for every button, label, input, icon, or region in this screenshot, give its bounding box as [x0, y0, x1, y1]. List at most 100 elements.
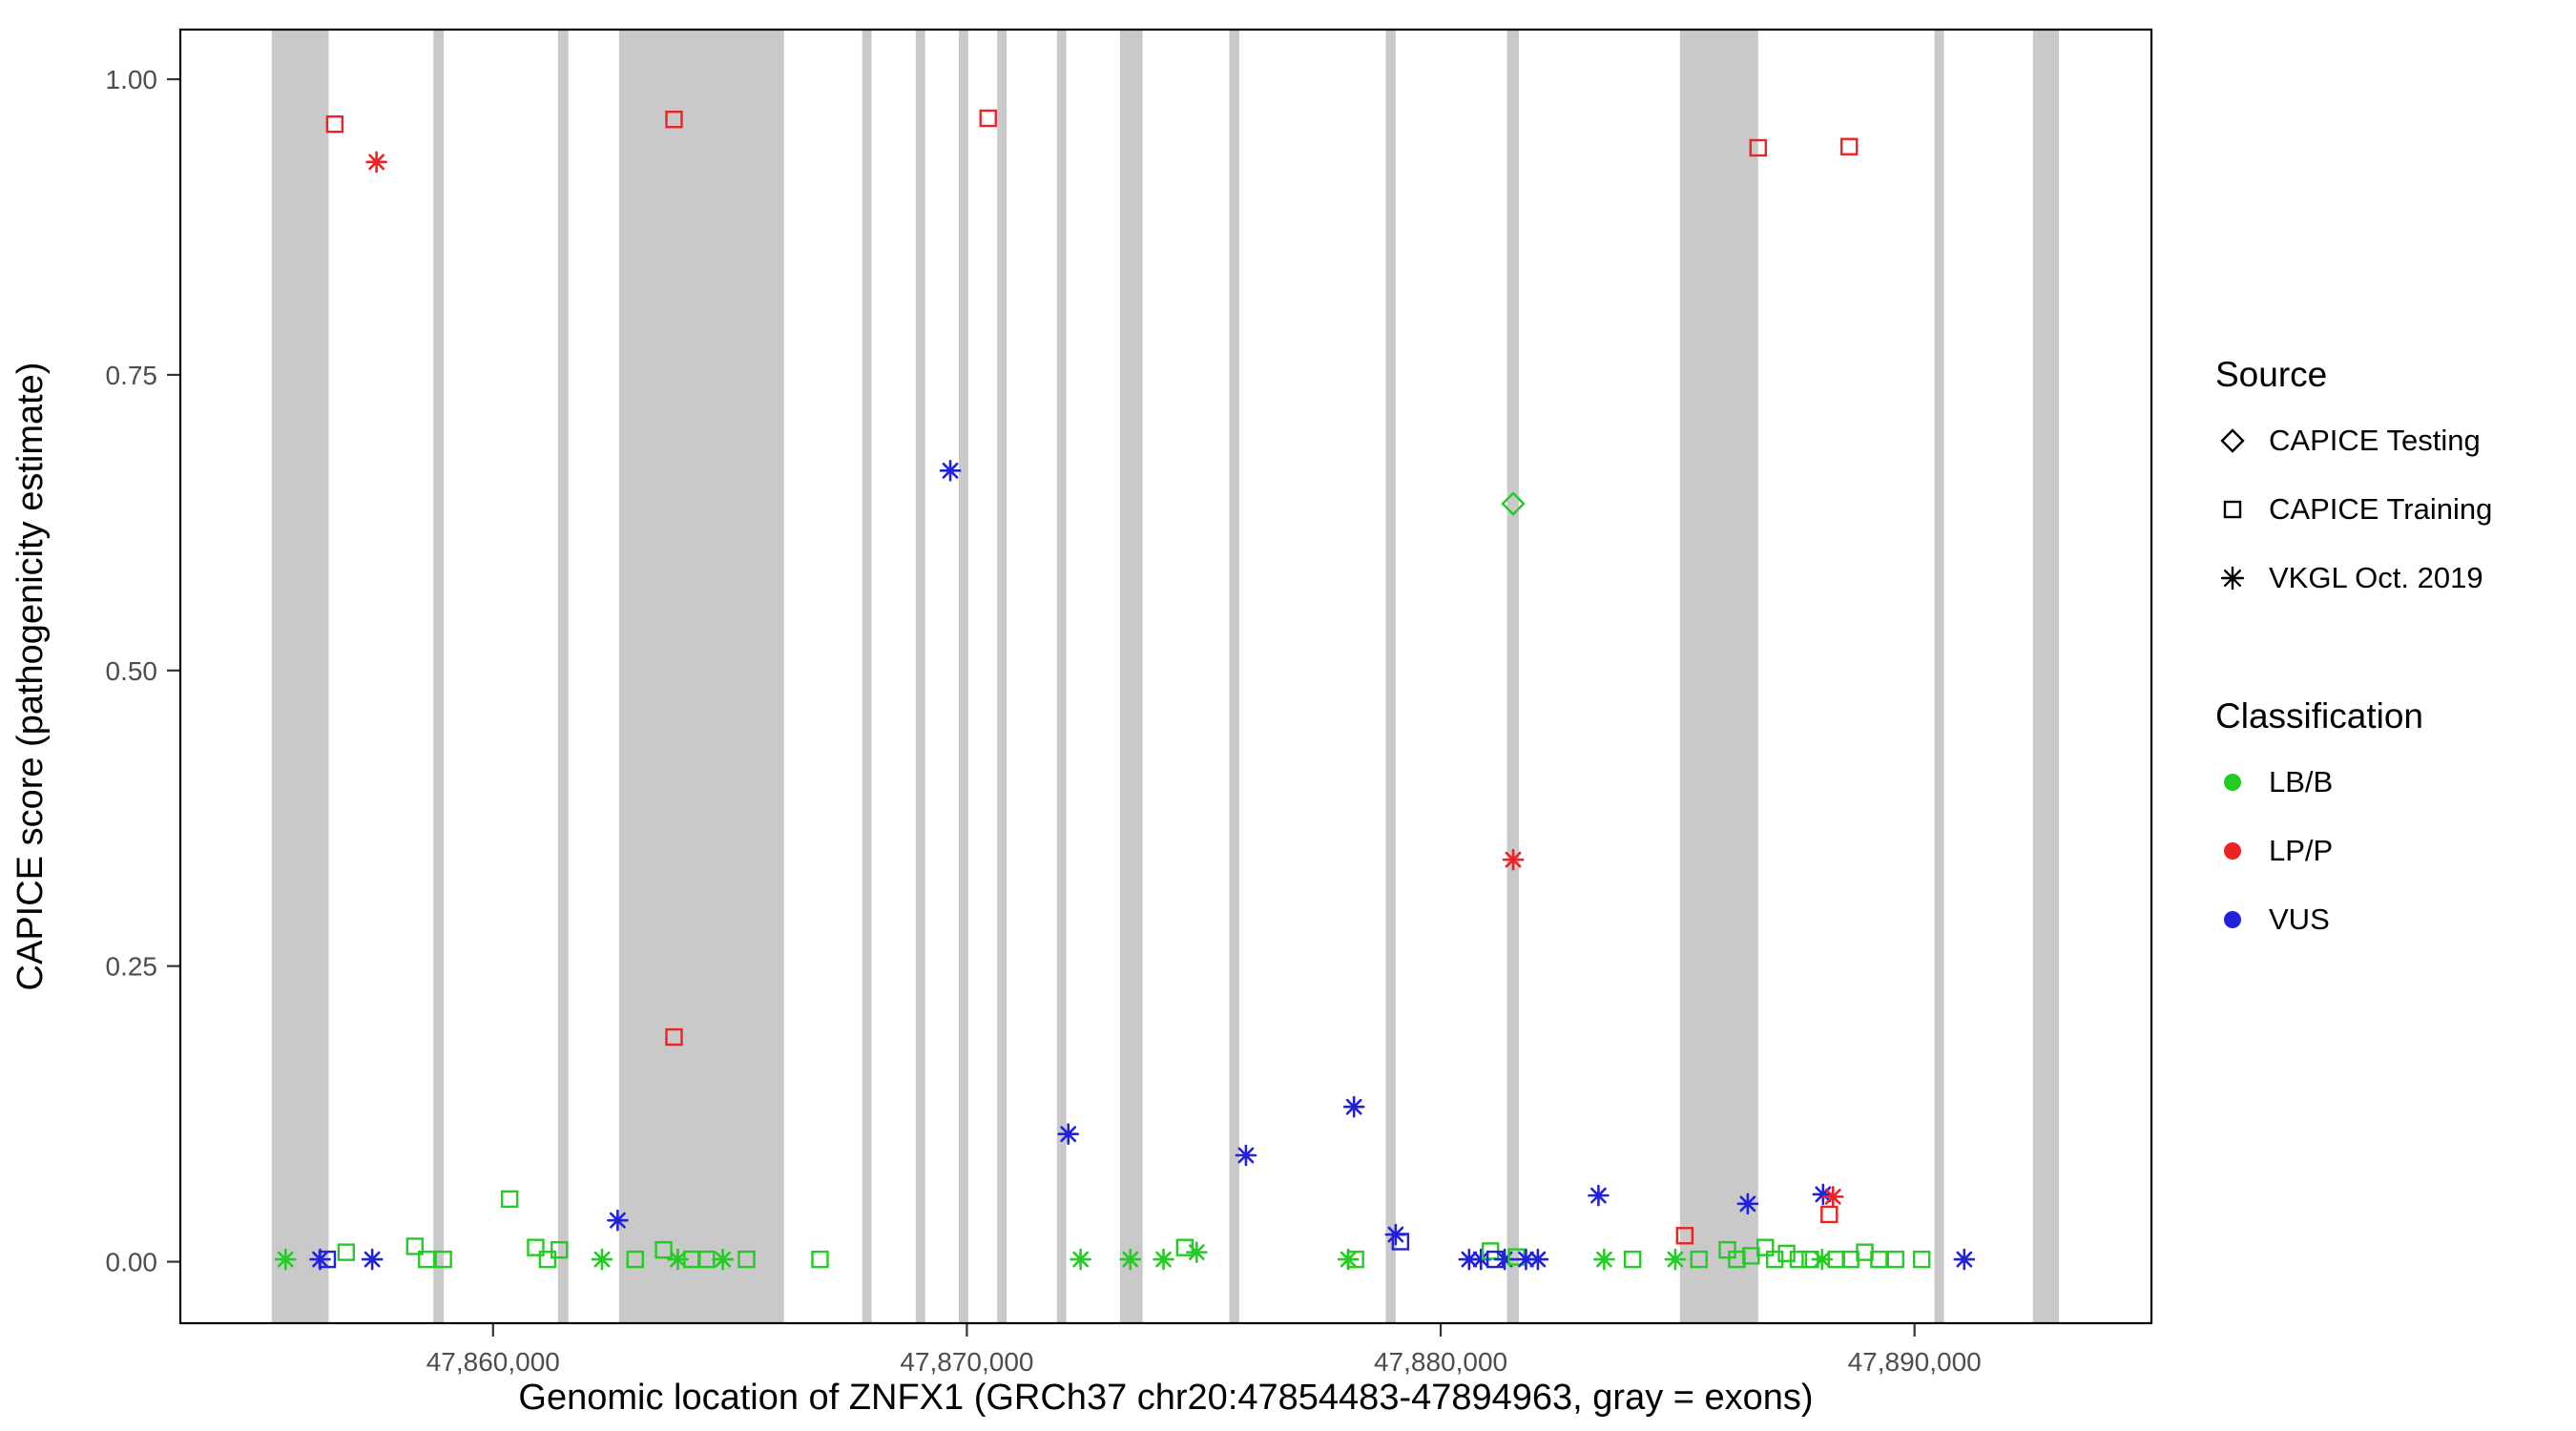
data-point — [538, 1250, 557, 1269]
data-point — [405, 1237, 425, 1255]
exon-band — [1506, 30, 1519, 1323]
data-point — [1664, 1248, 1687, 1271]
asterisk-icon — [2220, 566, 2245, 591]
legend-item-lpp: LP/P — [2215, 832, 2492, 870]
data-point — [1839, 137, 1859, 156]
diamond-icon — [2220, 428, 2245, 453]
data-point — [1756, 1238, 1775, 1256]
data-point — [500, 1190, 519, 1209]
data-point — [527, 1238, 545, 1256]
data-point — [607, 1209, 629, 1232]
data-point — [1119, 1248, 1142, 1271]
legend: Source CAPICE Testing CAPICE Training VK… — [2215, 355, 2492, 969]
legend-item-label: VUS — [2269, 902, 2330, 936]
y-axis-title: CAPICE score (pathogenicity estimate) — [10, 363, 51, 991]
y-tick-label: 0.50 — [106, 656, 158, 686]
data-point — [654, 1240, 673, 1259]
data-point — [1718, 1240, 1736, 1259]
x-tick-label: 47,870,000 — [900, 1347, 1033, 1377]
data-point — [418, 1250, 436, 1269]
legend-item-label: CAPICE Testing — [2269, 424, 2481, 457]
data-point — [365, 151, 387, 174]
data-point — [274, 1248, 297, 1271]
data-point — [1493, 1248, 1516, 1271]
data-point — [665, 111, 683, 129]
data-point — [1153, 1248, 1174, 1271]
exon-band — [618, 30, 784, 1323]
legend-item-vus: VUS — [2215, 901, 2492, 939]
data-point — [318, 1250, 337, 1269]
data-point — [325, 114, 344, 134]
data-point — [1777, 1244, 1796, 1263]
data-point — [1469, 1248, 1492, 1271]
exon-band — [557, 30, 569, 1323]
exon-band — [1229, 30, 1239, 1323]
data-point — [1185, 1241, 1208, 1263]
square-icon — [2223, 500, 2242, 519]
exon-band — [1385, 30, 1396, 1323]
x-tick-label: 47,890,000 — [1848, 1347, 1982, 1377]
data-point — [1856, 1243, 1874, 1261]
legend-item-lbb: LB/B — [2215, 763, 2492, 801]
exon-band — [1679, 30, 1758, 1323]
legend-item-capice-training: CAPICE Training — [2215, 490, 2492, 529]
data-point — [1736, 1192, 1759, 1215]
legend-item-label: CAPICE Training — [2269, 492, 2493, 526]
data-point — [1527, 1248, 1549, 1271]
data-point — [1811, 1248, 1834, 1271]
y-tick-label: 0.00 — [106, 1248, 158, 1277]
data-point — [1789, 1250, 1808, 1269]
legend-section-source: Source CAPICE Testing CAPICE Training VK… — [2215, 355, 2492, 597]
data-point — [361, 1248, 384, 1271]
exon-band — [1056, 30, 1067, 1323]
green-dot-icon — [2224, 774, 2241, 791]
y-tick-label: 0.75 — [106, 361, 158, 390]
data-point — [1953, 1248, 1976, 1271]
y-tick-label: 1.00 — [106, 65, 158, 94]
panel-border — [178, 28, 2153, 1325]
data-point — [1235, 1144, 1257, 1167]
data-point — [939, 460, 962, 482]
data-point — [1675, 1227, 1694, 1245]
data-point — [979, 109, 997, 128]
data-point — [712, 1248, 734, 1271]
data-point — [1342, 1095, 1365, 1118]
data-point — [1749, 138, 1767, 157]
exon-band — [271, 30, 329, 1323]
data-point — [1912, 1250, 1931, 1269]
data-points — [274, 109, 1976, 1271]
data-point — [626, 1250, 644, 1269]
data-point — [1690, 1250, 1708, 1269]
data-point — [337, 1243, 356, 1261]
x-tick-label: 47,880,000 — [1374, 1347, 1507, 1377]
data-point — [667, 1248, 689, 1271]
legend-item-label: LP/P — [2269, 834, 2334, 867]
legend-source-title: Source — [2215, 355, 2328, 394]
data-point — [1515, 1248, 1537, 1271]
legend-item-vkgl: VKGL Oct. 2019 — [2215, 559, 2492, 597]
exon-band — [958, 30, 968, 1323]
exon-band — [1119, 30, 1143, 1323]
x-tick-label: 47,860,000 — [426, 1347, 560, 1377]
data-point — [1501, 491, 1526, 516]
exon-band — [915, 30, 925, 1323]
axis-ticks: 47,860,000 47,870,000 47,880,000 47,890,000… — [106, 65, 1982, 1377]
exon-band — [862, 30, 872, 1323]
data-point — [1623, 1250, 1642, 1269]
data-point — [1820, 1205, 1839, 1224]
data-point — [1588, 1184, 1610, 1207]
blue-dot-icon — [2224, 911, 2241, 928]
y-tick-label: 0.25 — [106, 952, 158, 982]
exon-bands — [271, 30, 2060, 1323]
data-point — [665, 1027, 683, 1047]
data-point — [1458, 1248, 1481, 1271]
exon-band — [433, 30, 445, 1323]
data-point — [1593, 1248, 1615, 1271]
data-point — [1346, 1250, 1364, 1269]
data-point — [1765, 1250, 1784, 1269]
x-axis-title: Genomic location of ZNFX1 (GRCh37 chr20:… — [518, 1378, 1813, 1418]
legend-classification-title: Classification — [2215, 696, 2423, 736]
data-point — [1886, 1250, 1905, 1269]
